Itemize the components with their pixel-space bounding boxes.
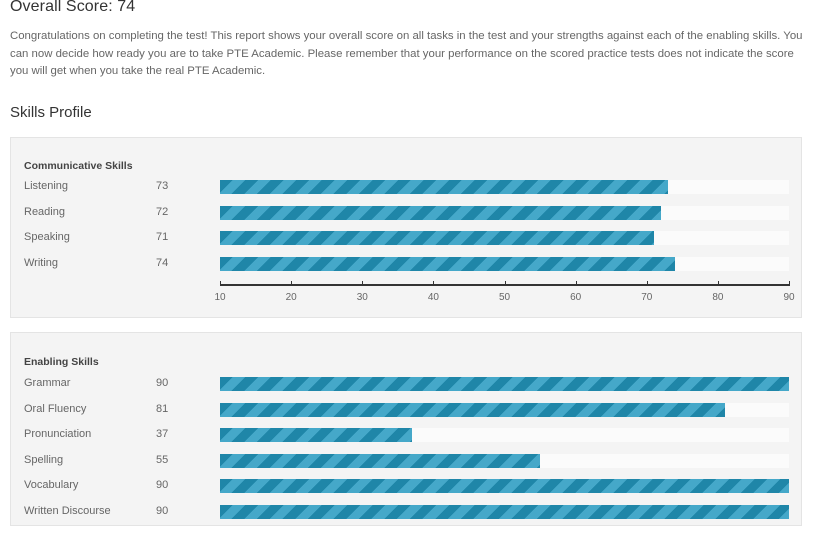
- skill-row: Spelling 55: [11, 452, 801, 472]
- skill-bar: [220, 256, 676, 271]
- skill-bar: [220, 504, 789, 519]
- skill-name: Listening: [24, 180, 69, 192]
- skill-row: Speaking 71: [11, 229, 801, 249]
- skill-bar: [220, 428, 413, 442]
- enabling-skills-panel: Enabling Skills Grammar 90 Oral Fluency 81 P…: [10, 332, 802, 526]
- skill-score: 73: [156, 180, 169, 192]
- skills-profile-title: Skills Profile: [10, 104, 92, 121]
- axis-tick: [575, 281, 577, 286]
- axis-tick: [291, 281, 293, 286]
- intro-text: Congratulations on completing the test! …: [10, 30, 803, 77]
- skill-score: 90: [156, 504, 169, 517]
- skill-name: Pronunciation: [24, 428, 92, 440]
- skill-name: Spelling: [24, 453, 64, 466]
- skill-score: 74: [156, 256, 169, 269]
- score-axis: 10 20 30 40 50 60 70 80 90: [214, 281, 795, 314]
- skill-row: Writing 74: [11, 255, 801, 275]
- axis-tick-label: 70: [641, 292, 653, 303]
- communicative-skills-panel: Communicative Skills Listening 73 Reading 7…: [10, 137, 802, 318]
- axis-tick: [362, 281, 364, 286]
- skill-bar-track: [220, 231, 789, 245]
- skill-name: Written Discourse: [24, 504, 111, 517]
- skill-bar-track: [220, 504, 789, 519]
- skill-score: 55: [156, 453, 169, 466]
- skill-bar-track: [220, 377, 789, 391]
- skill-bar: [220, 479, 789, 493]
- skill-name: Reading: [24, 205, 65, 218]
- skill-bar: [220, 402, 725, 417]
- axis-tick-label: 10: [214, 292, 226, 303]
- skill-name: Speaking: [24, 231, 70, 243]
- axis-tick: [433, 281, 435, 286]
- skill-bar: [220, 231, 654, 245]
- skill-bar-track: [220, 256, 789, 271]
- axis-tick-label: 90: [783, 292, 795, 303]
- skill-row: Written Discourse 90: [11, 503, 801, 523]
- axis-tick-label: 40: [427, 292, 439, 303]
- axis-tick-label: 60: [570, 292, 582, 303]
- axis-tick: [646, 281, 648, 286]
- skill-name: Grammar: [24, 377, 71, 389]
- skill-bar-track: [220, 205, 789, 220]
- communicative-skills-title: Communicative Skills: [24, 160, 133, 172]
- skill-name: Vocabulary: [24, 479, 79, 491]
- skill-bar-track: [220, 453, 789, 468]
- skill-bar: [220, 205, 661, 220]
- skill-score: 81: [156, 402, 169, 415]
- axis-tick-label: 80: [712, 292, 724, 303]
- skill-name: Writing: [24, 256, 59, 269]
- skill-row: Vocabulary 90: [11, 477, 801, 497]
- skill-row: Oral Fluency 81: [11, 401, 801, 421]
- skill-score: 90: [156, 479, 169, 491]
- axis-tick-label: 30: [356, 292, 368, 303]
- skill-row: Grammar 90: [11, 375, 801, 395]
- skill-bar: [220, 180, 669, 194]
- overall-score-title: Overall Score: 74: [10, 0, 136, 15]
- axis-tick: [717, 281, 719, 286]
- axis-tick: [220, 281, 221, 286]
- skill-row: Listening 73: [11, 178, 801, 198]
- skill-row: Pronunciation 37: [11, 426, 801, 446]
- skill-score: 72: [156, 205, 169, 218]
- skill-score: 90: [156, 377, 169, 389]
- skill-score: 71: [156, 231, 169, 243]
- skill-bar-track: [220, 428, 789, 442]
- skill-score: 37: [156, 428, 169, 440]
- axis-tick-label: 50: [498, 292, 511, 303]
- skill-bar: [220, 453, 541, 468]
- axis-tick: [789, 281, 790, 286]
- skill-bar: [220, 377, 789, 391]
- enabling-skills-title: Enabling Skills: [24, 356, 99, 368]
- skill-row: Reading 72: [11, 204, 801, 224]
- axis-tick-label: 20: [285, 292, 297, 303]
- skill-bar-track: [220, 402, 789, 417]
- skill-bar-track: [220, 479, 789, 493]
- skill-name: Oral Fluency: [24, 402, 87, 415]
- axis-tick: [504, 281, 506, 286]
- skill-bar-track: [220, 180, 789, 194]
